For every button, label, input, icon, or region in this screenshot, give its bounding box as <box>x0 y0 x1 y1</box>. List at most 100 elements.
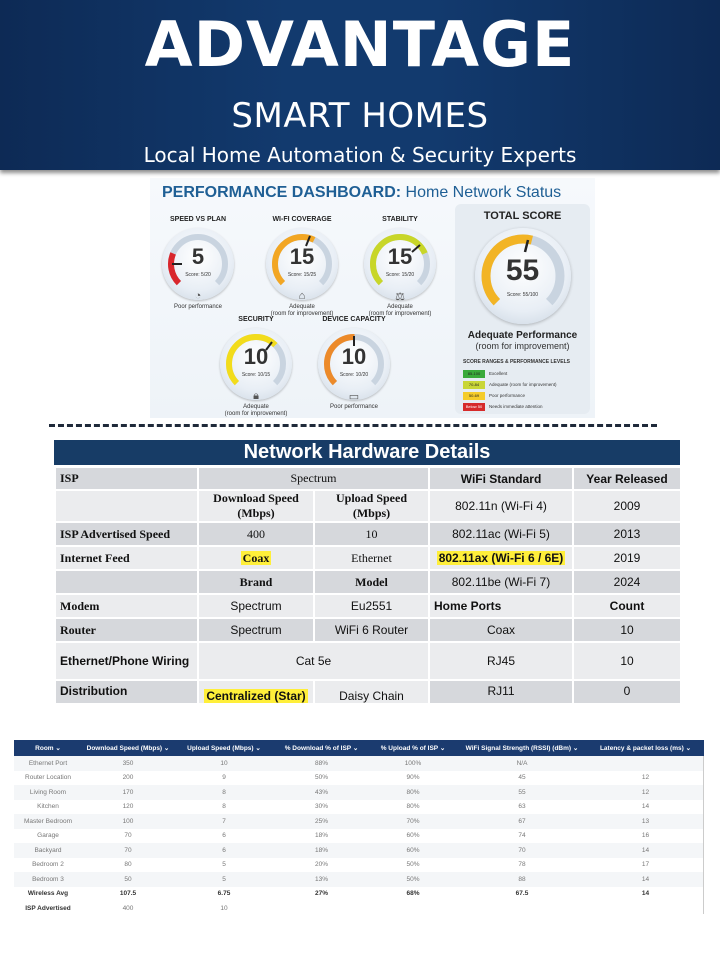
cell-room: Garage <box>37 832 59 840</box>
legend-title: SCORE RANGES & PERFORMANCE LEVELS <box>463 359 570 365</box>
table-row-isp-advertised: ISP Advertised 400 10 <box>14 901 704 916</box>
hardware-table: ISP Spectrum WiFi Standard Year Released… <box>54 466 682 705</box>
wiring-value: Cat 5e <box>197 641 430 681</box>
home-ports-header: Home Ports <box>428 593 574 619</box>
total-score-label: TOTAL SCORE <box>483 210 562 222</box>
distribution-star-highlight: Centralized (Star) <box>204 689 308 703</box>
cell: 68% <box>406 890 420 898</box>
hardware-table-title: Network Hardware Details <box>54 440 680 465</box>
gauge-value: 15 <box>387 244 413 269</box>
distribution-daisy: Daisy Chain <box>313 679 430 705</box>
cell: 50% <box>406 861 420 869</box>
cell: 80% <box>406 788 420 796</box>
total-performance-sub: (room for improvement) <box>475 341 570 351</box>
gauge-speed-vs-plan: SPEED VS PLAN 5 Score: 5/20 ◔ Poor perfo… <box>158 214 238 311</box>
gauge-label: WI-FI COVERAGE <box>272 216 332 223</box>
cell: 70% <box>406 817 420 825</box>
cell: 50% <box>406 875 420 883</box>
count-header: Count <box>572 593 682 619</box>
total-score-detail: Score: 55/100 <box>506 292 539 298</box>
cell: 6.75 <box>217 890 231 898</box>
table-row: Modem Spectrum Eu2551 Home Ports Count <box>54 593 682 619</box>
port-type: RJ11 <box>428 679 574 705</box>
cell: 27% <box>314 890 328 898</box>
column-header-rssi[interactable]: WiFi Signal Strength (RSSI) (dBm) ⌄ <box>457 744 587 752</box>
cell: 70 <box>124 846 132 854</box>
cell: 12 <box>641 774 650 782</box>
cell: 30% <box>314 803 328 811</box>
column-header-upload-pct[interactable]: % Upload % of ISP ⌄ <box>369 744 457 752</box>
brand-subtitle: SMART HOMES <box>231 96 489 136</box>
gauge-label: DEVICE CAPACITY <box>322 316 386 323</box>
cell: 18% <box>314 846 328 854</box>
gauge-score: Score: 10/15 <box>241 372 271 378</box>
year-cell: 2019 <box>572 545 682 571</box>
empty-cell <box>54 489 199 523</box>
legend-item: 70-84 Adequate (room for improvement) <box>463 379 590 390</box>
cell: 10 <box>220 759 228 767</box>
gauge-stability: STABILITY 15 Score: 15/20 ⚖ Adequate (ro… <box>360 214 440 318</box>
cell: 14 <box>641 846 650 854</box>
gauge-label: SPEED VS PLAN <box>169 216 226 223</box>
banner-header: ADVANTAGE SMART HOMES Local Home Automat… <box>0 0 720 170</box>
cell: 170 <box>122 788 134 796</box>
cell-room: Living Room <box>29 788 67 796</box>
advertised-upload: 10 <box>313 521 430 547</box>
table-row: Internet Feed Coax Ethernet 802.11ax (Wi… <box>54 545 682 571</box>
gauge-status: Poor performance <box>329 404 379 410</box>
gauge-label: SECURITY <box>238 316 274 323</box>
table-header: Room ⌄ Download Speed (Mbps) ⌄ Upload Sp… <box>14 740 704 756</box>
gauge-wifi-coverage: WI-FI COVERAGE 15 Score: 15/25 ⌂ Adequat… <box>262 214 342 318</box>
dashboard-title-bold: PERFORMANCE DASHBOARD: <box>162 184 402 201</box>
cell: 350 <box>122 759 134 767</box>
feed-ethernet: Ethernet <box>313 545 430 571</box>
column-header-download-pct[interactable]: % Download % of ISP ⌄ <box>274 744 369 752</box>
cell-room: Wireless Avg <box>27 890 69 898</box>
table-border <box>703 756 704 914</box>
cell-room: ISP Advertised <box>25 904 71 912</box>
gauge-dial: 5 Score: 5/20 <box>162 228 234 300</box>
advertised-download: 400 <box>197 521 315 547</box>
cell: 10 <box>220 904 228 912</box>
column-header-upload[interactable]: Upload Speed (Mbps) ⌄ <box>174 744 274 752</box>
port-type: Coax <box>428 617 574 643</box>
cell: 13% <box>314 875 328 883</box>
isp-label: ISP <box>54 466 199 491</box>
percent-icon: % <box>284 745 291 752</box>
cell-room: Backyard <box>34 846 62 854</box>
column-header-room[interactable]: Room ⌄ <box>14 744 82 752</box>
wifi-standard-header: WiFi Standard <box>428 466 574 491</box>
cell: 200 <box>122 774 134 782</box>
cell-room: Bedroom 3 <box>32 875 64 883</box>
cell: 90% <box>406 774 420 782</box>
gauge-score: Score: 5/20 <box>185 272 211 278</box>
legend-text: Poor performance <box>489 393 526 398</box>
cell: 25% <box>314 817 328 825</box>
cell: 78 <box>518 861 526 869</box>
column-header-latency[interactable]: Latency & packet loss (ms) ⌄ <box>587 744 704 752</box>
performance-dashboard: PERFORMANCE DASHBOARD: Home Network Stat… <box>150 178 595 418</box>
legend-item: 85-100 Excellent <box>463 368 590 379</box>
model-header: Model <box>313 569 430 595</box>
chevron-down-icon: ⌄ <box>572 745 579 752</box>
cell: 60% <box>406 832 420 840</box>
table-row: Brand Model 802.11be (Wi-Fi 7) 2024 <box>54 569 682 595</box>
router-model: WiFi 6 Router <box>313 617 430 643</box>
brand-tagline: Local Home Automation & Security Experts <box>143 143 577 167</box>
brand-title: ADVANTAGE <box>144 8 576 81</box>
room-speed-table: Room ⌄ Download Speed (Mbps) ⌄ Upload Sp… <box>14 740 704 920</box>
cell: 5 <box>222 875 226 883</box>
cell: 88% <box>314 759 328 767</box>
cell: 18% <box>314 832 328 840</box>
cell: 43% <box>314 788 328 796</box>
year-cell: 2009 <box>572 489 682 523</box>
total-score-value: 55 <box>505 254 540 287</box>
devices-icon: ▭ <box>348 391 360 403</box>
column-header-download[interactable]: Download Speed (Mbps) ⌄ <box>82 744 174 752</box>
gauge-value: 15 <box>289 244 315 269</box>
wifi6-cell: 802.11ax (Wi-Fi 6 / 6E) <box>428 545 574 571</box>
cell: 5 <box>222 861 226 869</box>
gauge-dial: 15 Score: 15/25 <box>266 228 338 300</box>
dashboard-title-rest: Home Network Status <box>401 184 562 201</box>
isp-value: Spectrum <box>197 466 430 491</box>
